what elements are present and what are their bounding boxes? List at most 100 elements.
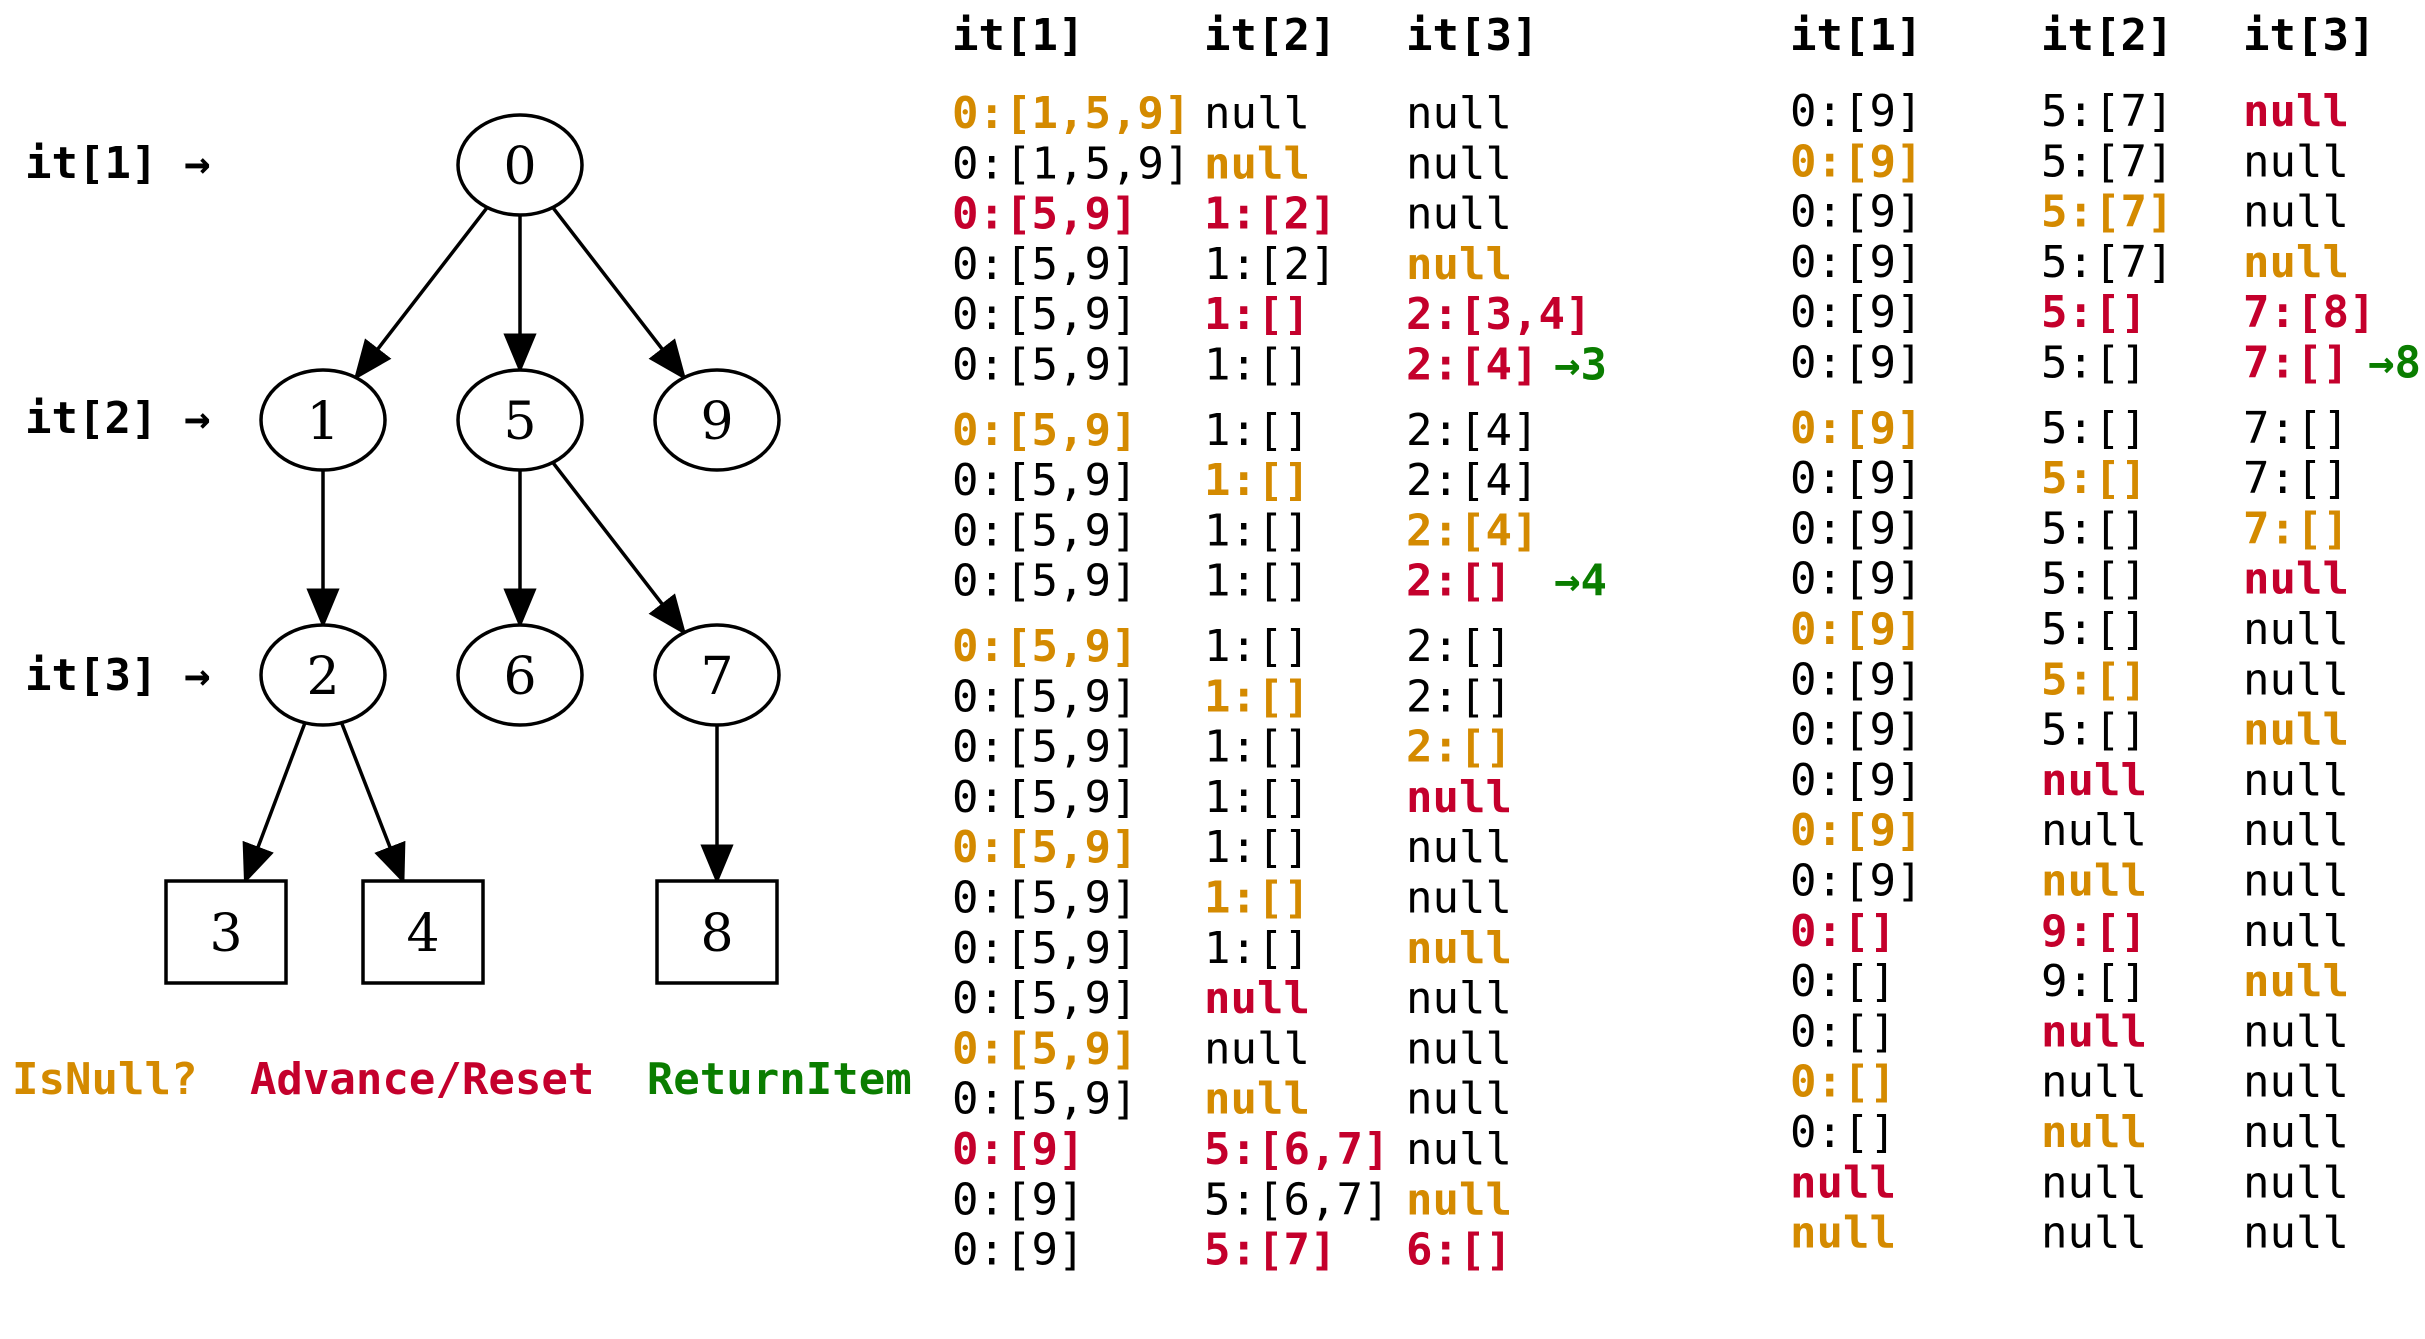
trace-cell: 0:[5,9] (952, 340, 1137, 391)
leaf-box-4 (361, 879, 485, 985)
trace-cell: 1:[] (1204, 455, 1310, 506)
trace-cell: 5:[7] (2041, 136, 2173, 187)
node-label-8: 8 (700, 904, 733, 964)
trace-cell: null (1790, 1157, 1896, 1208)
trace-cell: 0:[5,9] (952, 671, 1137, 722)
trace-cell: 0:[1,5,9] (952, 138, 1190, 189)
trace-cell: 0:[5,9] (952, 923, 1137, 974)
return-item: →8 (2368, 338, 2421, 389)
node-ellipse-0 (456, 113, 584, 217)
trace-cell: 0:[1,5,9] (952, 88, 1190, 139)
leaf-box-3 (164, 879, 288, 985)
trace-table-left: it[1] it[2] it[3]0:[1,5,9] null null0:[1,5,9… (952, 10, 1607, 1276)
trace-row: 0:[5,9] 1:[] 2:[4] (952, 505, 1538, 556)
trace-cell: 0:[9] (1790, 453, 1922, 504)
trace-cell: 1:[] (1204, 289, 1310, 340)
trace-row: 0:[5,9] 1:[] 2:[] →4 (952, 556, 1607, 607)
trace-cell: null (2243, 1208, 2349, 1259)
node-label-7: 7 (700, 647, 733, 707)
legend-item: IsNull? Advance/Reset ReturnItem (12, 1054, 912, 1105)
trace-cell: 5:[] (2041, 705, 2147, 756)
tree-edges (242, 206, 734, 885)
trace-cell: 5:[] (2041, 604, 2147, 655)
tree-nodes: 0 1 5 9 2 6 7 3 4 8 (164, 113, 781, 985)
trace-cell: 1:[] (1204, 621, 1310, 672)
trace-cell: 7:[] (2243, 503, 2349, 554)
trace-cell: 0:[9] (1790, 187, 1922, 238)
trace-row: 0:[9] 5:[] null (1790, 554, 2349, 605)
trace-cell: null (1406, 1074, 1512, 1125)
node-ellipse-6 (456, 623, 584, 727)
iterator-label-3: it[3] → (25, 650, 210, 701)
trace-cell: 0:[5,9] (952, 621, 1137, 672)
trace-cell: null (2243, 1006, 2349, 1057)
trace-cell: null (2041, 1006, 2147, 1057)
trace-cell: 0:[] (1790, 956, 1896, 1007)
legend-isnull: IsNull? (12, 1054, 197, 1105)
trace-row: 0:[9] null null (1790, 856, 2349, 907)
trace-cell: 0:[9] (1790, 604, 1922, 655)
trace-cell: null (1406, 772, 1512, 823)
trace-cell: null (2243, 906, 2349, 957)
legend-return-item: ReturnItem (647, 1054, 912, 1105)
trace-cell: 0:[5,9] (952, 189, 1137, 240)
trace-cell: 5:[] (2041, 338, 2147, 389)
legend: IsNull? Advance/Reset ReturnItem (12, 1054, 912, 1105)
column-header: it[2] (1204, 10, 1336, 61)
tree-node-8: 8 (655, 879, 779, 985)
iterator-label-2: it[2] → (25, 393, 210, 444)
trace-row: 0:[9] 5:[6,7] null (952, 1124, 1512, 1175)
trace-cell: 0:[5,9] (952, 1074, 1137, 1125)
trace-cell: 1:[] (1204, 671, 1310, 722)
iterator-label-1: it[1] → (25, 138, 210, 189)
trace-cell: null (1406, 1174, 1512, 1225)
trace-row: 0:[9] 5:[7] null (1790, 187, 2349, 238)
trace-row: 0:[] null null (1790, 1006, 2349, 1057)
node-label-5: 5 (503, 392, 536, 452)
trace-table-right: it[1] it[2] it[3] 0:[9] 5:[7] null 0:[9] 5:[7] n… (1790, 10, 2421, 1259)
trace-cell: null (1406, 822, 1512, 873)
trace-cell: null (1406, 923, 1512, 974)
trace-cell: 0:[9] (1790, 403, 1922, 454)
trace-cell: null (1406, 1124, 1512, 1175)
tree-node-2: 2 (259, 623, 387, 727)
trace-cell: null (2243, 554, 2349, 605)
trace-row: 0:[9] 5:[] 7:[] →8 (1790, 338, 2421, 389)
trace-cell: 0:[5,9] (952, 289, 1137, 340)
trace-cell: 9:[] (2041, 956, 2147, 1007)
trace-cell: 0:[9] (1790, 654, 1922, 705)
trace-cell: 2:[] (1406, 722, 1512, 773)
return-item: →3 (1554, 340, 1607, 391)
trace-cell: null (2243, 237, 2349, 288)
node-label-9: 9 (700, 392, 733, 452)
tree-node-6: 6 (456, 623, 584, 727)
trace-cell: null (1204, 973, 1310, 1024)
node-label-3: 3 (209, 904, 242, 964)
node-ellipse-2 (259, 623, 387, 727)
trace-cell: 1:[2] (1204, 239, 1336, 290)
trace-cell: 0:[9] (1790, 755, 1922, 806)
trace-cell: null (2243, 956, 2349, 1007)
trace-cell: 5:[6,7] (1204, 1174, 1389, 1225)
trace-row: 0:[5,9] null null (952, 1023, 1512, 1074)
trace-row: 0:[5,9] 1:[] 2:[] (952, 722, 1512, 773)
tree-edge-0-1 (353, 206, 489, 381)
trace-cell: 0:[9] (1790, 237, 1922, 288)
node-ellipse-9 (653, 368, 781, 472)
trace-cell: null (2243, 705, 2349, 756)
trace-cell: null (2041, 1107, 2147, 1158)
node-label-2: 2 (306, 647, 339, 707)
trace-row: 0:[1,5,9] null null (952, 138, 1512, 189)
column-header: it[2] (2041, 10, 2173, 61)
trace-row: 0:[9] 5:[7] null (1790, 237, 2349, 288)
trace-cell: 5:[] (2041, 654, 2147, 705)
trace-cell: 0:[9] (1790, 554, 1922, 605)
leaf-box-8 (655, 879, 779, 985)
trace-row: 0:[5,9] 1:[] 2:[] (952, 671, 1512, 722)
trace-cell: 2:[] (1406, 671, 1512, 722)
trace-cell: 5:[7] (2041, 187, 2173, 238)
trace-row: 0:[5,9] 1:[] null (952, 923, 1512, 974)
tree-node-0: 0 (456, 113, 584, 217)
trace-cell: null (1406, 973, 1512, 1024)
trace-cell: 0:[5,9] (952, 405, 1137, 456)
